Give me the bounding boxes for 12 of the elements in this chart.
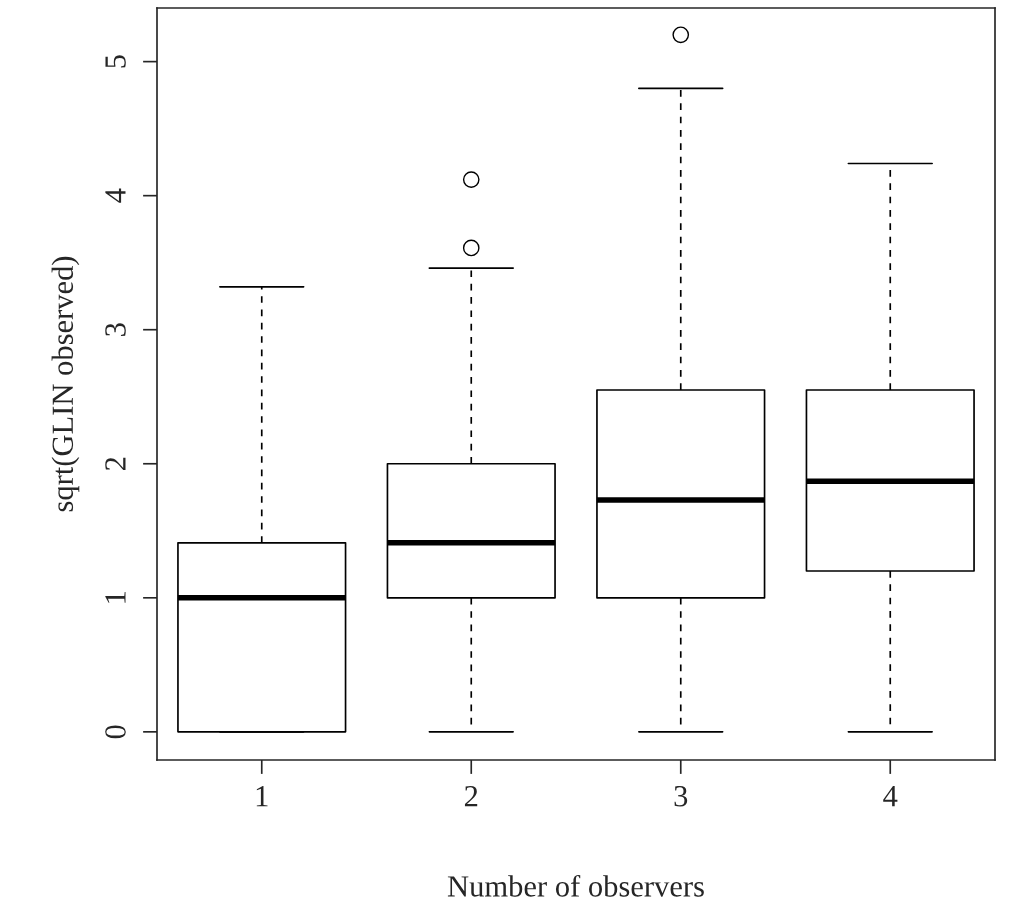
y-tick-label: 3: [105, 323, 126, 336]
x-axis-title: Number of observers: [447, 874, 704, 897]
y-axis-title: sqrt(GLIN observed): [51, 256, 80, 512]
y-tick-label: 1: [105, 592, 126, 603]
y-tick-label: 0: [105, 725, 126, 739]
x-tick-label: 2: [464, 785, 478, 807]
x-tick-label: 4: [883, 786, 898, 807]
y-tick-label: 2: [105, 457, 126, 471]
y-tick-label: 4: [105, 188, 126, 203]
x-tick-label: 1: [256, 786, 268, 807]
x-tick-label: 3: [674, 785, 688, 807]
y-tick-label: 5: [105, 55, 126, 68]
